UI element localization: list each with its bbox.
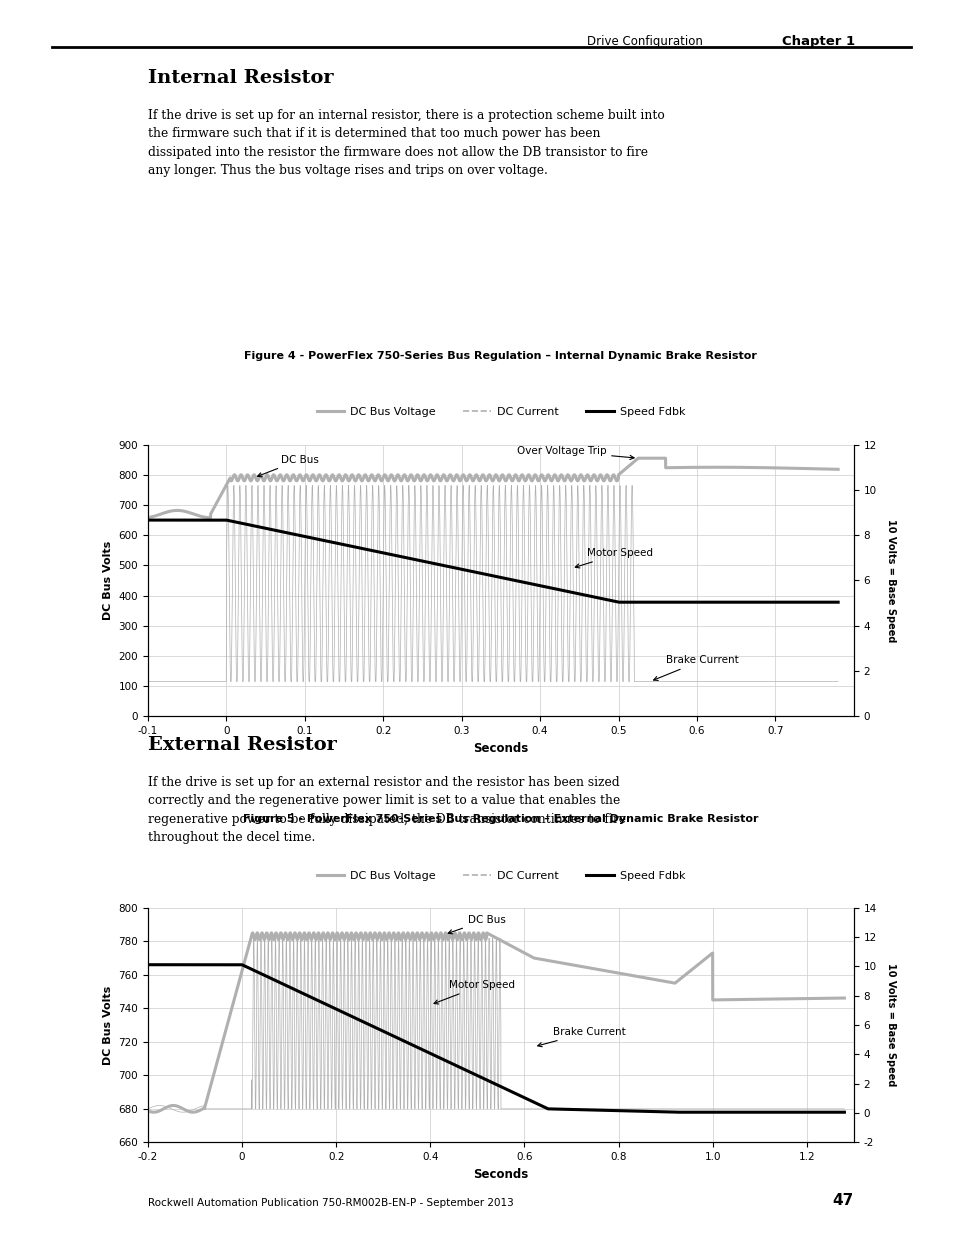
Text: Rockwell Automation Publication 750-RM002B-EN-P - September 2013: Rockwell Automation Publication 750-RM00…: [148, 1198, 513, 1208]
Text: If the drive is set up for an external resistor and the resistor has been sized
: If the drive is set up for an external r…: [148, 776, 625, 844]
Text: Internal Resistor: Internal Resistor: [148, 69, 334, 88]
Text: DC Bus: DC Bus: [448, 915, 505, 934]
Text: Brake Current: Brake Current: [653, 656, 738, 680]
Text: Figure 5 - PowerFlex 750-Series Bus Regulation – External Dynamic Brake Resistor: Figure 5 - PowerFlex 750-Series Bus Regu…: [243, 814, 758, 824]
Y-axis label: DC Bus Volts: DC Bus Volts: [103, 541, 112, 620]
X-axis label: Seconds: Seconds: [473, 1167, 528, 1181]
Text: DC Bus: DC Bus: [257, 454, 318, 477]
Text: Brake Current: Brake Current: [537, 1028, 625, 1047]
Text: External Resistor: External Resistor: [148, 736, 336, 755]
X-axis label: Seconds: Seconds: [473, 741, 528, 755]
Text: If the drive is set up for an internal resistor, there is a protection scheme bu: If the drive is set up for an internal r…: [148, 109, 664, 177]
Legend: DC Bus Voltage, DC Current, Speed Fdbk: DC Bus Voltage, DC Current, Speed Fdbk: [312, 403, 689, 421]
Y-axis label: 10 Volts = Base Speed: 10 Volts = Base Speed: [885, 519, 895, 642]
Text: Figure 4 - PowerFlex 750-Series Bus Regulation – Internal Dynamic Brake Resistor: Figure 4 - PowerFlex 750-Series Bus Regu…: [244, 351, 757, 361]
Legend: DC Bus Voltage, DC Current, Speed Fdbk: DC Bus Voltage, DC Current, Speed Fdbk: [312, 866, 689, 885]
Text: Chapter 1: Chapter 1: [781, 35, 855, 48]
Text: Drive Configuration: Drive Configuration: [586, 35, 701, 48]
Y-axis label: DC Bus Volts: DC Bus Volts: [103, 986, 112, 1065]
Y-axis label: 10 Volts = Base Speed: 10 Volts = Base Speed: [885, 963, 895, 1087]
Text: Motor Speed: Motor Speed: [575, 548, 653, 568]
Text: Over Voltage Trip: Over Voltage Trip: [516, 446, 634, 459]
Text: 47: 47: [832, 1193, 853, 1208]
Text: Motor Speed: Motor Speed: [434, 981, 515, 1004]
